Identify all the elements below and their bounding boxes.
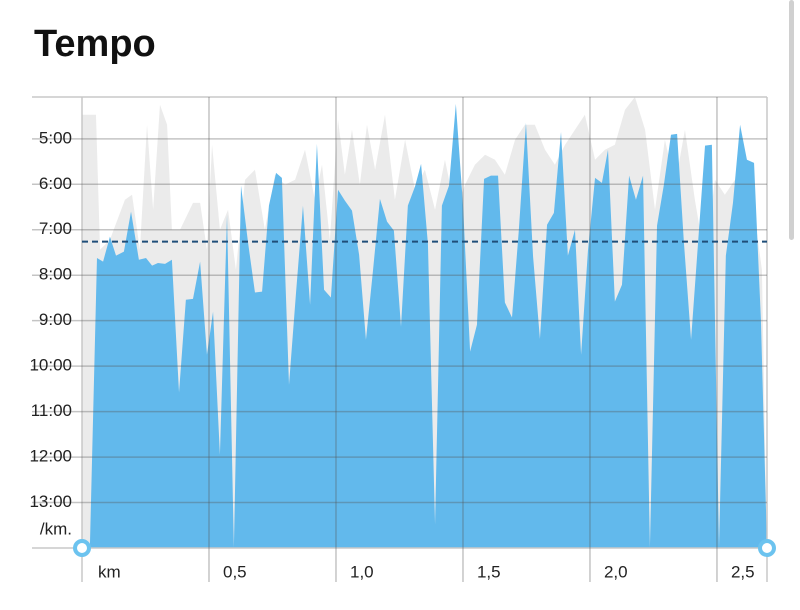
x-tick-label: 1,5 — [477, 562, 501, 581]
pace-area — [89, 103, 768, 549]
y-tick-label: 9:00 — [39, 310, 72, 329]
scrollbar — [789, 0, 794, 240]
y-tick-label: 7:00 — [39, 219, 72, 238]
y-tick-label: 12:00 — [29, 447, 72, 466]
y-axis-label: /km. — [40, 519, 72, 538]
y-tick-label: 6:00 — [39, 174, 72, 193]
x-tick-label: 2,0 — [604, 562, 628, 581]
range-handle — [758, 539, 776, 557]
range-handle — [73, 539, 91, 557]
y-tick-label: 10:00 — [29, 356, 72, 375]
chart-title: Tempo — [34, 23, 156, 65]
y-tick-label: 8:00 — [39, 265, 72, 284]
y-tick-label: 11:00 — [31, 401, 72, 420]
x-axis-label: km — [98, 562, 121, 581]
x-tick-label: 2,5 — [731, 562, 755, 581]
x-tick-label: 0,5 — [223, 562, 247, 581]
y-tick-label: 13:00 — [29, 492, 72, 511]
x-tick-label: 1,0 — [350, 562, 374, 581]
y-tick-label: 5:00 — [39, 128, 72, 147]
